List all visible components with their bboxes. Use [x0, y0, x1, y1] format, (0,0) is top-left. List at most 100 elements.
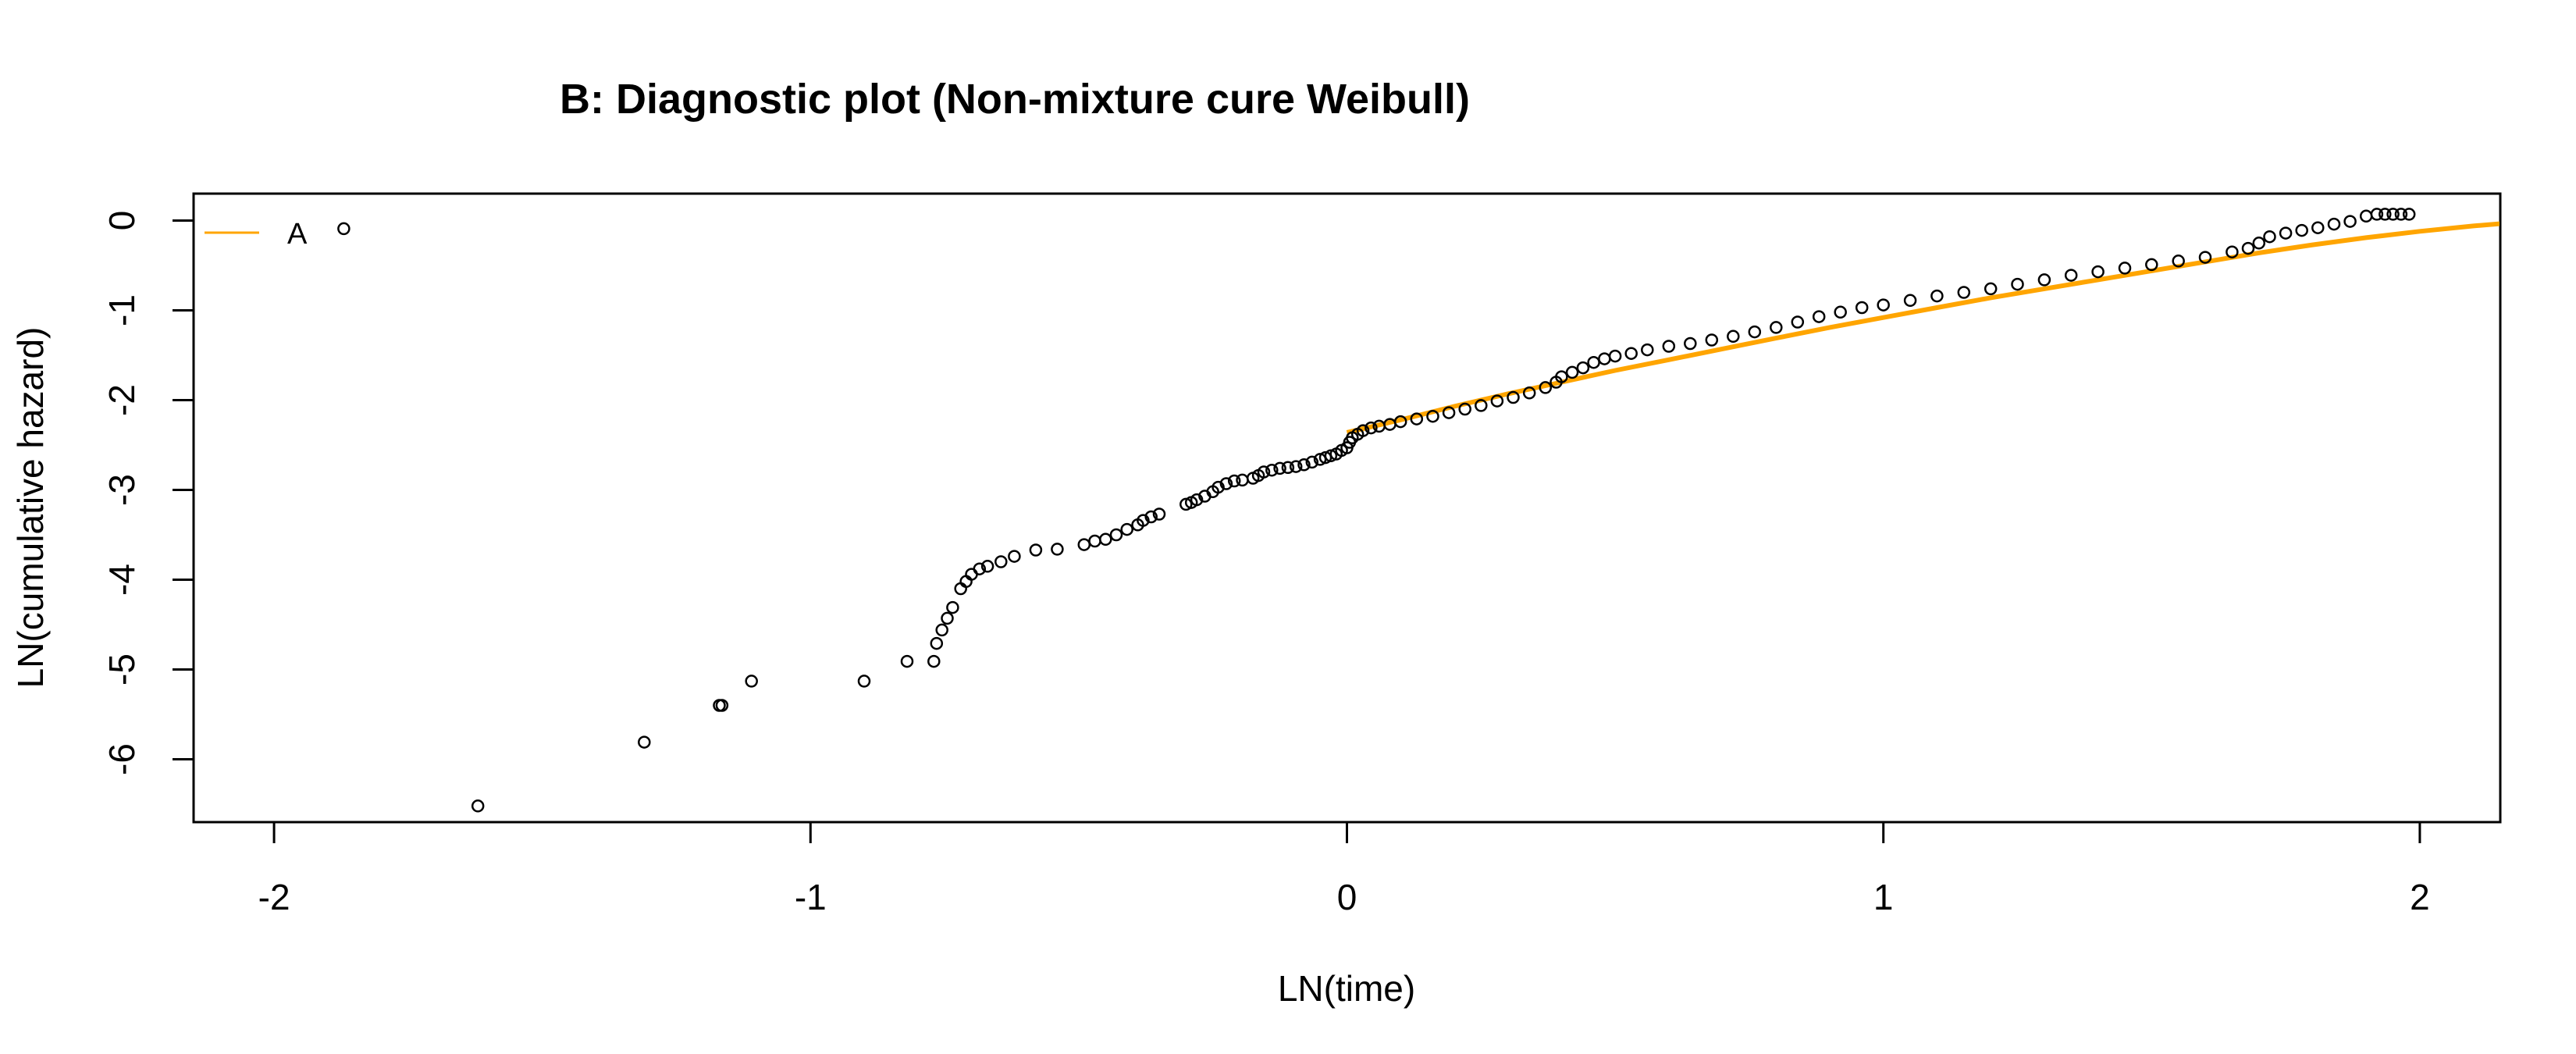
data-point — [1957, 286, 1971, 299]
y-tick-label: 0 — [101, 211, 142, 231]
data-point — [930, 636, 944, 650]
y-tick-label: -6 — [101, 743, 142, 775]
data-point — [1522, 386, 1536, 400]
data-point — [2327, 217, 2341, 231]
data-point — [1555, 370, 1568, 383]
plot-frame — [192, 192, 2502, 824]
data-point — [1281, 461, 1295, 475]
data-point — [1305, 455, 1319, 469]
data-point — [1179, 497, 1193, 511]
data-point — [1109, 528, 1123, 542]
x-tick-label: 0 — [1337, 877, 1357, 917]
data-point — [1029, 543, 1043, 557]
fit-line-path — [1346, 221, 2500, 435]
data-point — [1598, 352, 1611, 365]
data-point — [1770, 321, 1783, 334]
data-point — [1834, 305, 1847, 319]
data-point — [471, 799, 485, 813]
y-axis-label: LN(cumulative hazard) — [10, 327, 51, 689]
fit-line — [1346, 221, 2500, 435]
data-point — [1587, 355, 1600, 369]
data-point — [1576, 361, 1590, 375]
legend: A — [205, 218, 308, 251]
data-point — [935, 623, 948, 637]
x-axis: -2 -1 0 1 2 — [258, 821, 2430, 917]
data-point — [1490, 394, 1504, 408]
data-point — [1458, 402, 1471, 416]
data-point — [2386, 208, 2400, 221]
data-point — [1624, 347, 1638, 360]
data-point — [900, 654, 914, 668]
data-point — [2295, 223, 2308, 237]
data-point — [1212, 480, 1225, 494]
data-point — [1257, 465, 1271, 479]
y-axis: 0 -1 -2 -3 -4 -5 -6 — [101, 211, 195, 775]
data-point — [2311, 221, 2325, 234]
data-point — [2394, 208, 2408, 221]
data-point — [1410, 412, 1424, 426]
data-point — [745, 675, 758, 688]
x-axis-label: LN(time) — [1278, 968, 1415, 1009]
legend-label: A — [287, 218, 308, 251]
data-point — [2198, 251, 2212, 264]
y-tick-label: -4 — [101, 564, 142, 596]
data-point — [1144, 510, 1158, 524]
data-point — [941, 611, 954, 625]
data-point — [1051, 543, 1064, 556]
data-point — [2037, 273, 2051, 287]
data-point — [857, 675, 871, 688]
data-point — [2241, 241, 2255, 255]
data-point — [1984, 282, 1998, 296]
data-point — [1324, 449, 1338, 463]
data-point — [1903, 294, 1917, 308]
data-point — [2226, 245, 2239, 258]
y-tick-label: -1 — [101, 294, 142, 326]
data-point — [1641, 343, 1654, 357]
data-point — [1930, 289, 1944, 303]
data-point — [1877, 298, 1890, 312]
data-point — [2263, 230, 2276, 244]
data-point — [2091, 265, 2105, 279]
data-point — [337, 222, 350, 236]
y-tick-label: -3 — [101, 474, 142, 506]
data-point — [1297, 458, 1311, 472]
data-point — [2359, 209, 2373, 223]
data-point — [1475, 399, 1488, 412]
data-point — [2370, 208, 2384, 221]
data-point — [994, 555, 1008, 568]
data-point — [2402, 208, 2416, 221]
data-point — [1137, 514, 1150, 527]
data-point — [2145, 258, 2158, 272]
y-tick-label: -2 — [101, 384, 142, 416]
data-point — [715, 699, 729, 712]
data-point — [1426, 409, 1439, 423]
data-point — [973, 562, 987, 575]
data-point — [1190, 493, 1204, 507]
data-point — [1705, 333, 1719, 347]
data-point — [2011, 277, 2024, 291]
data-point — [1608, 349, 1622, 363]
data-point — [1289, 460, 1303, 473]
data-point — [980, 560, 994, 573]
data-point — [2343, 215, 2357, 228]
data-point — [1364, 421, 1378, 435]
x-tick-label: 1 — [1873, 877, 1894, 917]
data-point — [1727, 329, 1740, 344]
data-point — [1507, 390, 1520, 404]
data-point — [2252, 237, 2266, 250]
data-point — [1684, 336, 1697, 351]
data-point — [1219, 477, 1233, 490]
data-point — [2064, 269, 2078, 282]
data-point — [1152, 507, 1166, 521]
data-point — [1088, 534, 1101, 548]
data-point — [2279, 226, 2293, 240]
data-point — [1565, 365, 1579, 379]
data-point — [1077, 538, 1091, 551]
data-point — [1791, 315, 1805, 329]
data-point — [1008, 550, 1021, 563]
data-point — [638, 735, 651, 749]
data-point — [1227, 474, 1241, 488]
chart-title: B: Diagnostic plot (Non-mixture cure Wei… — [560, 76, 1470, 123]
data-point — [1855, 301, 1869, 315]
